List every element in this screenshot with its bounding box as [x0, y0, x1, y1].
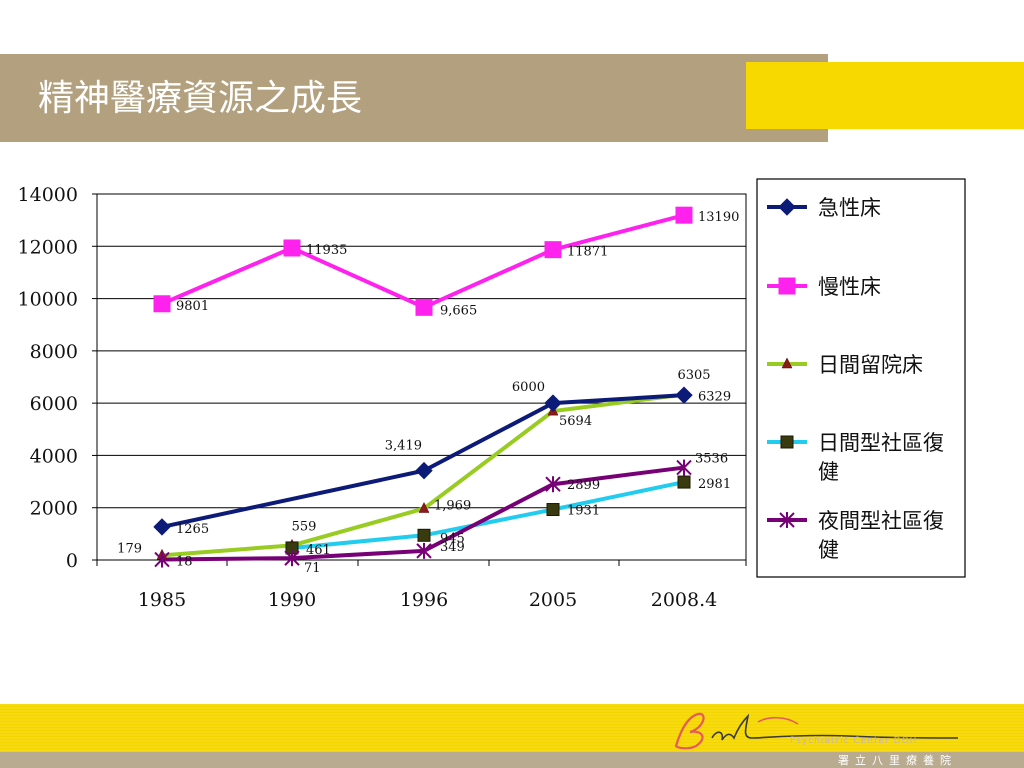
data-label: 2981 — [698, 477, 731, 492]
data-label: 349 — [440, 540, 465, 555]
data-label: 3,419 — [385, 439, 422, 454]
legend-entry: 日間留院床 — [767, 353, 923, 377]
data-label: 559 — [292, 519, 317, 534]
x-tick-label: 1985 — [138, 589, 186, 611]
logo-image — [674, 712, 959, 750]
legend-label: 日間留院床 — [818, 353, 923, 377]
data-label: 11935 — [306, 243, 347, 258]
data-point — [544, 241, 562, 259]
data-label: 13190 — [698, 210, 739, 225]
y-tick-label: 4000 — [30, 445, 78, 467]
data-point — [153, 295, 171, 313]
legend-entry: 夜間型社區復健 — [767, 509, 944, 562]
data-point — [544, 394, 562, 412]
footer-strip — [0, 752, 1024, 768]
legend-label-line: 夜間型社區復 — [818, 509, 944, 533]
data-label: 2899 — [567, 478, 600, 493]
y-tick-label: 6000 — [30, 393, 78, 415]
legend-box — [756, 178, 966, 578]
data-point — [675, 386, 693, 404]
logo-english: Psychiatric Center DOH — [790, 736, 918, 746]
data-point — [778, 277, 796, 295]
data-label: 5694 — [559, 414, 592, 429]
data-point — [545, 476, 561, 493]
data-label: 3536 — [695, 452, 728, 467]
data-point — [154, 551, 170, 568]
x-tick-label: 1996 — [400, 589, 448, 611]
legend-label: 夜間型社區復健 — [818, 509, 944, 562]
plot-area — [96, 193, 747, 561]
y-tick-label: 0 — [66, 550, 78, 572]
data-label: 461 — [306, 543, 331, 558]
accent-box — [746, 62, 1024, 129]
y-tick-label: 8000 — [30, 341, 78, 363]
data-label: 71 — [304, 561, 321, 576]
x-tick-label: 2005 — [529, 589, 577, 611]
legend-entry: 日間型社區復健 — [767, 431, 944, 484]
legend-label: 日間型社區復健 — [818, 431, 944, 484]
data-point — [778, 198, 796, 216]
legend-label-line: 健 — [818, 538, 839, 562]
data-label: 9801 — [176, 299, 209, 314]
data-label: 945 — [440, 531, 465, 546]
data-label: 1,969 — [434, 499, 471, 514]
data-point — [675, 206, 693, 224]
legend-entry: 急性床 — [767, 196, 881, 220]
data-point — [780, 435, 794, 449]
legend-label-line: 健 — [818, 460, 839, 484]
data-point — [416, 542, 432, 559]
slide-title: 精神醫療資源之成長 — [38, 78, 363, 119]
legend-label: 慢性床 — [818, 275, 881, 299]
y-tick-label: 12000 — [18, 236, 78, 258]
data-point — [781, 357, 793, 369]
x-tick-label: 1990 — [268, 589, 316, 611]
footer-band — [0, 704, 1024, 752]
data-label: 11871 — [567, 245, 608, 260]
legend-entry: 慢性床 — [767, 275, 881, 299]
y-tick-label: 10000 — [18, 289, 78, 311]
data-point — [677, 475, 691, 489]
data-label: 1931 — [567, 504, 600, 519]
data-label: 9,665 — [440, 303, 477, 318]
x-tick-label: 2008.4 — [651, 589, 717, 611]
data-label: 18 — [176, 555, 193, 570]
data-point — [153, 518, 171, 536]
series-line — [161, 393, 685, 529]
data-label: 6329 — [698, 390, 731, 405]
data-point — [283, 239, 301, 257]
data-label: 179 — [117, 541, 142, 556]
y-tick-label: 2000 — [30, 498, 78, 520]
y-tick-label: 14000 — [18, 184, 78, 206]
legend-label: 急性床 — [818, 196, 881, 220]
data-point — [676, 459, 692, 476]
logo-chinese: 署立八里療養院 — [838, 754, 957, 767]
data-label: 1265 — [176, 522, 209, 537]
data-point — [415, 298, 433, 316]
data-point — [418, 501, 430, 513]
legend-label-line: 日間型社區復 — [818, 431, 944, 455]
series-line — [291, 480, 685, 550]
data-point — [415, 461, 433, 480]
title-bar — [0, 54, 828, 142]
data-label: 6305 — [677, 368, 710, 383]
data-point — [417, 528, 431, 542]
data-point — [779, 512, 795, 528]
data-point — [284, 550, 300, 567]
data-label: 6000 — [512, 380, 545, 395]
data-point — [546, 503, 560, 517]
